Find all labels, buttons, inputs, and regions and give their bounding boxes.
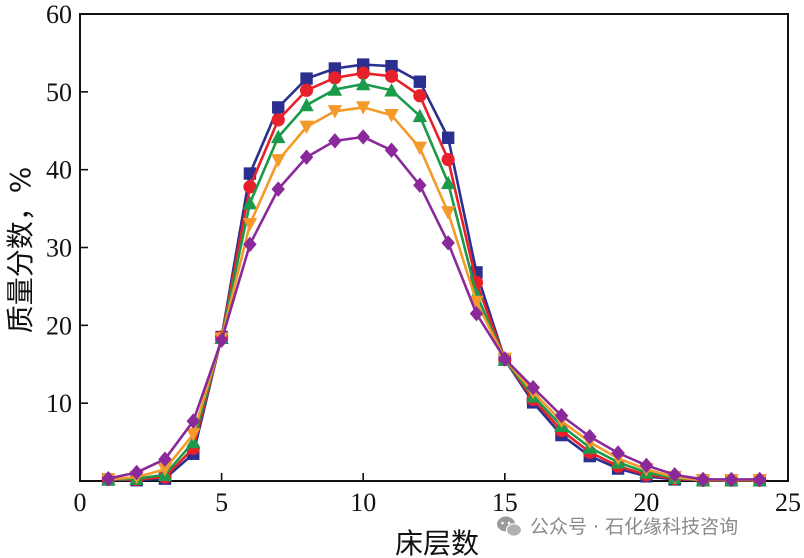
watermark: 公众号 · 石化缘科技咨询 (497, 516, 738, 538)
data-point (328, 62, 342, 75)
watermark-text: 公众号 · 石化缘科技咨询 (530, 516, 738, 538)
data-point (186, 428, 201, 442)
axis-labels: 床层数 质量分数，% (4, 167, 479, 558)
data-point (186, 434, 201, 449)
data-point (413, 177, 427, 193)
data-point (300, 72, 313, 85)
data-point (441, 131, 455, 144)
x-tick-label: 25 (775, 488, 801, 517)
plot-frame (79, 13, 789, 482)
data-point (327, 105, 343, 119)
data-point (356, 76, 371, 91)
data-point (299, 83, 314, 97)
data-point (724, 471, 739, 488)
data-point (271, 113, 285, 127)
data-point (639, 457, 654, 474)
data-point (328, 133, 342, 149)
data-point (299, 149, 314, 165)
data-point (469, 295, 484, 310)
y-tick-label: 10 (46, 389, 72, 418)
series-line (108, 106, 760, 482)
data-point (384, 83, 399, 97)
x-axis-title: 床层数 (395, 527, 479, 558)
x-tick-label: 20 (633, 488, 659, 517)
data-point (412, 141, 428, 156)
data-point (611, 445, 625, 461)
series-1 (102, 58, 766, 487)
data-point (384, 69, 399, 83)
data-point (752, 471, 767, 488)
data-point (668, 467, 682, 483)
data-point (129, 464, 144, 481)
data-point (385, 59, 398, 73)
data-point (271, 181, 285, 197)
data-point (271, 154, 286, 168)
data-point (441, 152, 455, 167)
data-point (356, 129, 370, 145)
data-point (498, 351, 512, 367)
data-point (157, 463, 173, 477)
y-axis-title: 质量分数，% (4, 167, 37, 334)
data-point (469, 305, 484, 322)
data-point (243, 236, 257, 253)
data-point (299, 120, 314, 135)
data-point (526, 379, 540, 396)
series-group (101, 58, 767, 488)
data-point (356, 101, 371, 115)
data-point (554, 407, 569, 424)
data-point (243, 180, 257, 194)
data-point (328, 71, 342, 85)
y-tick-label: 20 (46, 311, 72, 340)
series-line (108, 71, 760, 482)
data-point (356, 66, 370, 80)
x-tick-label: 15 (492, 488, 518, 517)
wechat-icon (497, 516, 523, 537)
series-4 (101, 101, 767, 488)
x-tick-label: 0 (74, 488, 87, 517)
data-point (299, 97, 314, 112)
axes: 0 5 10 15 20 25 10 20 30 40 50 60 (46, 0, 801, 517)
data-point (101, 470, 116, 487)
y-tick-label: 50 (46, 78, 72, 107)
data-point (271, 129, 286, 144)
y-tick-label: 60 (46, 0, 72, 29)
data-point (158, 451, 172, 467)
data-point (413, 89, 427, 103)
data-point (384, 108, 399, 123)
data-point (272, 101, 285, 114)
data-point (441, 235, 455, 251)
series-line (108, 135, 760, 481)
data-point (440, 206, 456, 220)
y-tick-label: 40 (46, 156, 72, 185)
data-point (583, 428, 597, 445)
data-point (413, 75, 427, 88)
data-point (242, 217, 258, 232)
y-tick-label: 30 (46, 234, 72, 263)
data-point (696, 471, 710, 488)
data-point (440, 175, 456, 190)
data-point (242, 195, 258, 210)
x-tick-label: 5 (215, 488, 228, 517)
data-point (384, 142, 399, 158)
data-point (214, 332, 229, 348)
data-point (412, 108, 428, 123)
x-tick-label: 10 (350, 488, 376, 517)
data-point (327, 82, 343, 96)
series-line (108, 82, 760, 482)
data-point (186, 413, 200, 429)
series-5 (101, 129, 767, 488)
